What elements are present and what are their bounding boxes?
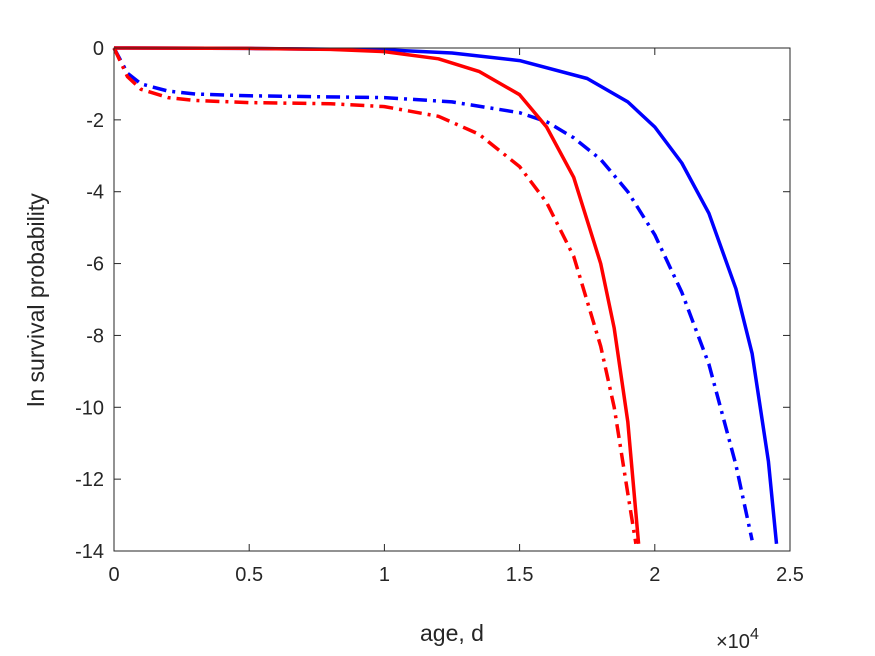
series-line-3: [113, 46, 641, 544]
x-exponent-power: 4: [750, 626, 759, 643]
y-axis-label: ln survival probability: [23, 193, 49, 407]
x-tick-label: 1.5: [506, 564, 534, 586]
x-tick-label: 0.5: [235, 564, 263, 586]
y-axis-ticks: 0 -2 -4 -6 -8 -10 -12 -14: [75, 38, 790, 563]
series-line-4: [112, 47, 638, 545]
plot-background: [114, 48, 790, 551]
x-exponent-label: ×104: [716, 626, 759, 653]
x-tick-label: 2: [649, 564, 660, 586]
plot-frame: [113, 47, 791, 552]
y-tick-label: -4: [86, 182, 104, 204]
x-axis-label: age, d: [420, 620, 484, 646]
x-axis-ticks: 0 0.5 1 1.5 2 2.5: [108, 48, 804, 586]
y-tick-label: -8: [86, 325, 104, 347]
y-tick-label: -2: [86, 110, 104, 132]
y-tick-label: -10: [75, 397, 104, 419]
y-tick-label: 0: [93, 38, 104, 60]
x-tick-label: 1: [379, 564, 390, 586]
x-exponent-base: ×10: [716, 631, 750, 653]
x-tick-label: 2.5: [776, 564, 804, 586]
series-layer: [112, 46, 779, 545]
series-line-1: [113, 46, 779, 544]
series-line-2: [112, 47, 754, 541]
y-tick-label: -6: [86, 254, 104, 276]
y-tick-label: -12: [75, 469, 104, 491]
y-tick-label: -14: [75, 541, 104, 563]
x-tick-label: 0: [108, 564, 119, 586]
